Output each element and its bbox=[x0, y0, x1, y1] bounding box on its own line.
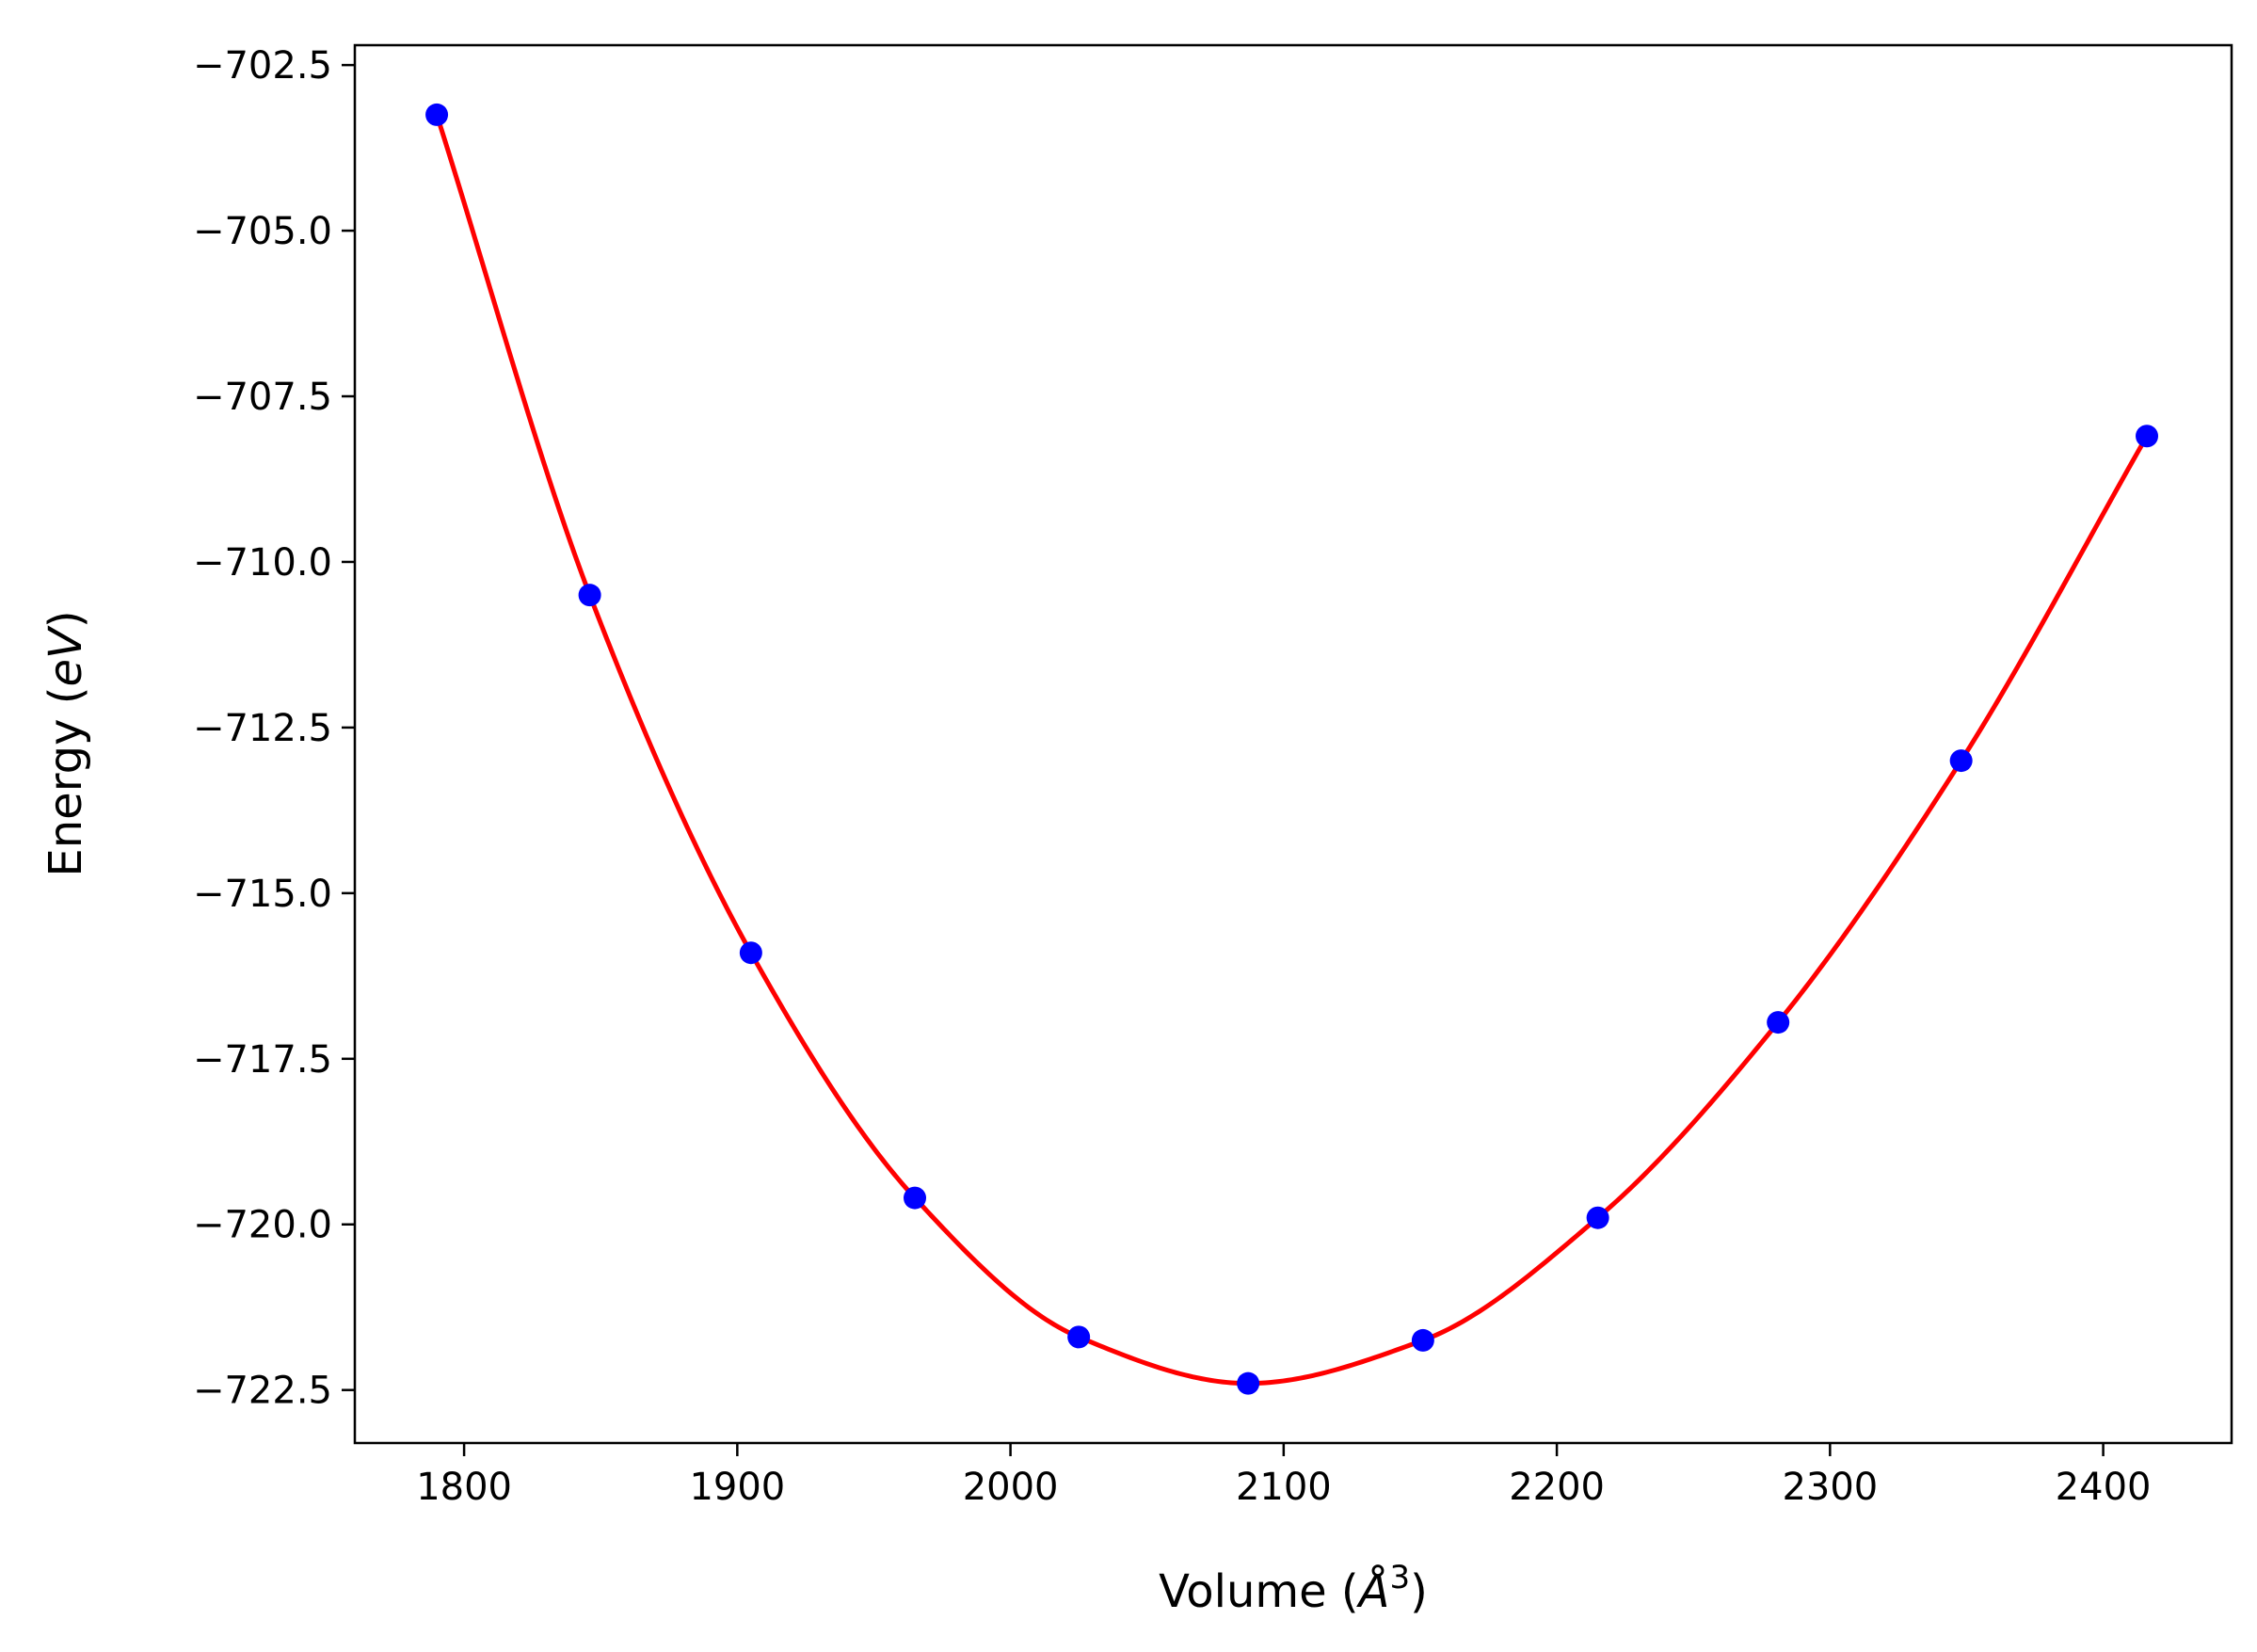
x-axis-label-exponent: 3 bbox=[1389, 1559, 1410, 1596]
plot-frame bbox=[353, 43, 2233, 1445]
y-axis-label-suffix: ) bbox=[40, 610, 92, 628]
data-point bbox=[578, 584, 601, 607]
y-tick-label: −702.5 bbox=[193, 44, 332, 88]
x-tick-label: 1800 bbox=[416, 1466, 512, 1509]
x-axis-label: Volume (Å3) bbox=[1159, 1559, 1428, 1618]
data-point bbox=[739, 941, 762, 965]
x-tick-label: 2300 bbox=[1782, 1466, 1878, 1509]
data-point bbox=[904, 1186, 927, 1210]
y-tick-label: −722.5 bbox=[193, 1370, 332, 1413]
x-tick-label: 2000 bbox=[963, 1466, 1059, 1509]
data-point bbox=[1767, 1011, 1790, 1035]
data-point bbox=[425, 103, 449, 126]
y-axis-label-unit: eV bbox=[40, 625, 92, 687]
x-axis-label-suffix: ) bbox=[1410, 1565, 1428, 1618]
x-axis-label-unit: Å bbox=[1356, 1564, 1390, 1618]
data-point bbox=[1411, 1328, 1434, 1352]
data-point bbox=[1949, 749, 1973, 773]
data-point bbox=[1067, 1325, 1091, 1349]
y-axis-label: Energy (eV) bbox=[40, 610, 92, 876]
x-tick-label: 2200 bbox=[1509, 1466, 1605, 1509]
x-axis-label-prefix: Volume ( bbox=[1159, 1565, 1359, 1618]
y-axis-label-prefix: Energy ( bbox=[40, 687, 92, 877]
data-point bbox=[1586, 1206, 1609, 1229]
data-point bbox=[2136, 425, 2159, 448]
y-tick-label: −712.5 bbox=[193, 707, 332, 750]
data-points bbox=[425, 103, 2159, 1395]
x-tick-label: 2100 bbox=[1236, 1466, 1332, 1509]
x-axis-ticks: 1800 1900 2000 2100 2200 2300 2400 bbox=[416, 1443, 2151, 1509]
x-tick-label: 2400 bbox=[2056, 1466, 2152, 1509]
y-tick-label: −717.5 bbox=[193, 1038, 332, 1082]
y-tick-label: −720.0 bbox=[193, 1204, 332, 1247]
plot-area bbox=[355, 45, 2232, 1443]
y-tick-label: −715.0 bbox=[193, 873, 332, 916]
x-tick-label: 1900 bbox=[689, 1466, 785, 1509]
y-tick-label: −705.0 bbox=[193, 210, 332, 253]
y-tick-label: −707.5 bbox=[193, 376, 332, 419]
y-axis-ticks: −702.5 −705.0 −707.5 −710.0 −712.5 −715.0 −717… bbox=[193, 44, 355, 1413]
data-point bbox=[1237, 1371, 1260, 1395]
y-tick-label: −710.0 bbox=[193, 541, 332, 585]
